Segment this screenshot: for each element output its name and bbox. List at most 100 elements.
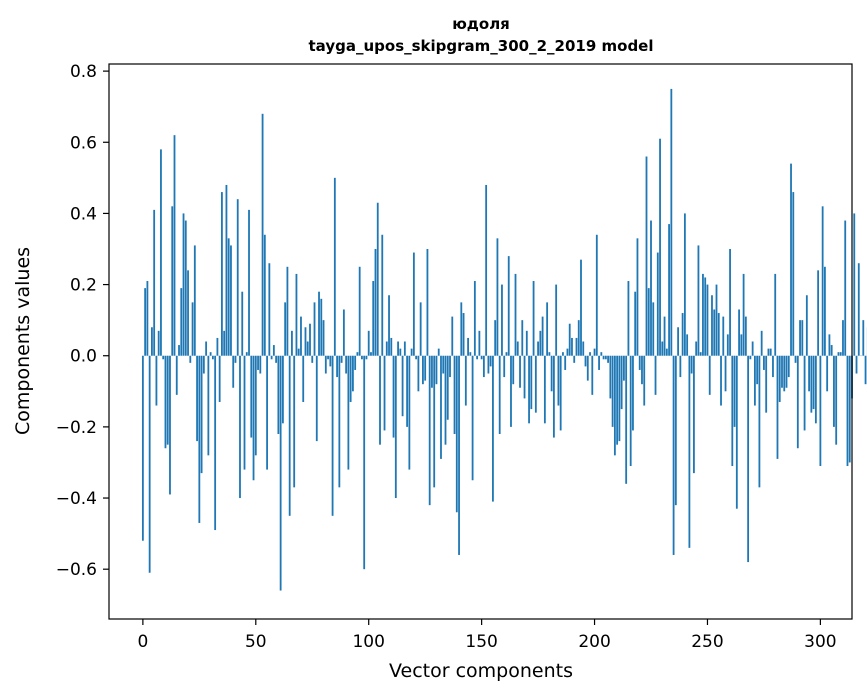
bar-263 xyxy=(735,355,738,509)
bar-272 xyxy=(756,355,759,385)
bar-88 xyxy=(340,355,343,363)
bar-90 xyxy=(345,355,348,374)
bar-240 xyxy=(683,213,686,356)
x-tick-label: 200 xyxy=(578,632,610,652)
bar-274 xyxy=(760,330,763,356)
bar-61 xyxy=(279,355,282,591)
bar-283 xyxy=(781,355,783,388)
bar-42 xyxy=(236,199,239,356)
bar-258 xyxy=(724,355,727,392)
bar-270 xyxy=(751,341,754,356)
bar-118 xyxy=(408,355,411,470)
bar-161 xyxy=(505,352,508,356)
bar-180 xyxy=(548,352,551,356)
bar-27 xyxy=(202,355,205,374)
bar-153 xyxy=(487,355,490,374)
bar-85 xyxy=(333,177,336,356)
x-axis-label: Vector components xyxy=(389,660,573,682)
bar-20 xyxy=(187,270,189,356)
bar-119 xyxy=(410,348,413,356)
bar-183 xyxy=(555,284,558,356)
bar-176 xyxy=(539,330,542,356)
bar-167 xyxy=(519,355,521,388)
bar-320 xyxy=(864,355,867,385)
bar-159 xyxy=(501,284,503,356)
bar-130 xyxy=(435,355,438,385)
bar-215 xyxy=(627,281,630,356)
bar-302 xyxy=(824,266,826,356)
y-tick-label: −0.6 xyxy=(56,560,97,580)
bar-251 xyxy=(708,355,711,395)
bar-268 xyxy=(747,355,750,563)
bar-145 xyxy=(469,352,472,356)
bar-265 xyxy=(740,334,743,356)
bar-294 xyxy=(805,295,808,356)
bar-48 xyxy=(250,355,253,438)
bar-233 xyxy=(668,224,670,356)
bar-52 xyxy=(259,355,262,374)
bar-53 xyxy=(261,113,264,356)
bar-84 xyxy=(331,355,334,516)
bar-99 xyxy=(365,355,368,360)
bar-58 xyxy=(272,345,275,356)
bar-74 xyxy=(309,323,311,356)
bar-91 xyxy=(347,355,350,470)
bar-266 xyxy=(742,273,745,356)
bar-151 xyxy=(482,355,485,378)
x-tick-label: 250 xyxy=(691,632,723,652)
bar-72 xyxy=(304,327,307,356)
bar-299 xyxy=(817,270,820,356)
bar-34 xyxy=(218,355,221,402)
bar-30 xyxy=(209,352,212,356)
bar-70 xyxy=(300,316,302,356)
bar-22 xyxy=(191,302,194,356)
bar-236 xyxy=(674,355,677,506)
bar-117 xyxy=(406,355,409,427)
bar-136 xyxy=(449,355,451,378)
bar-243 xyxy=(690,355,693,374)
bar-211 xyxy=(618,355,621,442)
bar-7 xyxy=(157,330,160,356)
bar-271 xyxy=(753,355,756,406)
bar-8 xyxy=(160,149,162,356)
bar-319 xyxy=(862,320,865,356)
bar-51 xyxy=(257,355,259,370)
bar-25 xyxy=(198,355,201,523)
bar-105 xyxy=(379,355,381,445)
bar-44 xyxy=(241,291,244,356)
bar-301 xyxy=(821,206,824,356)
bar-45 xyxy=(243,355,246,470)
x-tick-label: 100 xyxy=(352,632,384,652)
bar-163 xyxy=(510,355,512,427)
bar-209 xyxy=(613,355,616,456)
bar-219 xyxy=(636,238,639,356)
bar-200 xyxy=(593,348,596,356)
bar-250 xyxy=(706,284,709,356)
bar-67 xyxy=(293,355,296,488)
bar-312 xyxy=(846,355,849,467)
chart-title-line1: юдоля xyxy=(452,15,510,33)
bar-203 xyxy=(600,352,603,356)
bar-229 xyxy=(659,138,661,356)
bar-247 xyxy=(699,352,702,356)
bar-313 xyxy=(848,355,851,463)
chart-title-line2: tayga_upos_skipgram_300_2_2019 model xyxy=(309,37,654,55)
bar-138 xyxy=(453,355,456,434)
bar-221 xyxy=(641,355,643,385)
bar-168 xyxy=(521,320,524,356)
bar-255 xyxy=(717,313,720,356)
bar-286 xyxy=(787,355,790,378)
bar-172 xyxy=(530,355,533,410)
bar-63 xyxy=(284,302,287,356)
bar-222 xyxy=(643,355,646,406)
bar-256 xyxy=(720,355,722,406)
bar-79 xyxy=(320,298,323,356)
bar-293 xyxy=(803,355,806,431)
bar-60 xyxy=(277,355,280,434)
bar-50 xyxy=(254,355,257,456)
bar-205 xyxy=(604,355,607,360)
bar-54 xyxy=(263,234,266,356)
bar-128 xyxy=(431,355,433,388)
bar-129 xyxy=(433,355,436,488)
bar-155 xyxy=(492,355,494,502)
